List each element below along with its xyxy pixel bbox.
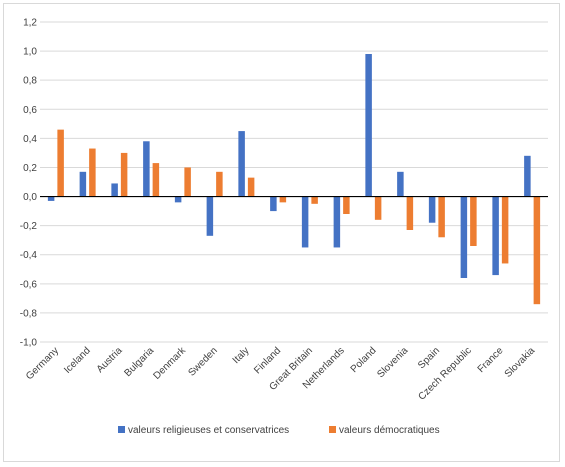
bar-religious-conservative	[460, 196, 468, 278]
y-tick-label: 0,6	[23, 105, 37, 116]
bar-religious-conservative	[492, 196, 499, 276]
bar-democratic	[279, 196, 287, 203]
bar-religious-conservative	[111, 183, 118, 197]
bar-religious-conservative	[428, 196, 436, 223]
y-tick-label: 0,8	[23, 76, 37, 87]
bar-democratic	[470, 196, 477, 246]
bar-democratic	[311, 196, 318, 204]
x-tick-label: Denmark	[152, 345, 189, 382]
x-tick-label: Sweden	[186, 345, 219, 378]
bar-religious-conservative	[79, 171, 87, 197]
y-tick-label: 1,0	[23, 47, 37, 58]
legend-swatch	[329, 426, 336, 433]
y-tick-label: -0,6	[20, 279, 38, 290]
bar-religious-conservative	[206, 196, 214, 236]
legend-label: valeurs religieuses et conservatrices	[128, 425, 289, 436]
bar-democratic	[343, 196, 350, 214]
y-tick-label: -1,0	[20, 338, 38, 349]
bar-democratic	[216, 171, 223, 197]
bar-religious-conservative	[397, 171, 404, 197]
y-axis-ticks: 1,2 1,0 0,8 0,6 0,4 0,2 0,0 -0,2 -0,4 -0,6 -0,8 -1,…	[20, 18, 38, 349]
bar-religious-conservative	[365, 54, 372, 197]
y-tick-label: 0,2	[23, 163, 37, 174]
bar-democratic	[533, 196, 541, 305]
x-tick-label: Germany	[24, 345, 61, 382]
bar-democratic	[184, 167, 191, 197]
x-tick-label: Iceland	[62, 345, 93, 376]
chart-frame	[3, 3, 560, 462]
y-tick-label: 0,0	[23, 192, 37, 203]
x-tick-label: Slovakia	[503, 345, 538, 380]
gridlines	[40, 21, 548, 343]
y-tick-label: -0,8	[20, 308, 38, 319]
bar-religious-conservative	[301, 196, 309, 248]
x-tick-label: France	[476, 345, 506, 375]
x-tick-label: Austria	[95, 345, 125, 375]
bar-democratic	[247, 177, 255, 197]
bar-religious-conservative	[174, 196, 182, 203]
bar-democratic	[374, 196, 382, 220]
x-tick-label: Spain	[416, 345, 442, 371]
y-tick-label: 1,2	[23, 18, 37, 29]
bar-religious-conservative	[47, 196, 55, 201]
bar-democratic	[438, 196, 445, 238]
bars	[47, 54, 541, 305]
x-axis-ticks: Germany Iceland AustriaBulgariaDenmarkSwed…	[24, 345, 537, 403]
x-tick-label: Poland	[349, 345, 379, 375]
y-tick-label: -0,4	[20, 250, 38, 261]
legend: valeurs religieuses et conservatrices val…	[118, 425, 440, 436]
y-tick-label: -0,2	[20, 221, 38, 232]
y-tick-label: 0,4	[23, 134, 37, 145]
bar-religious-conservative	[238, 131, 245, 197]
x-tick-label: Finland	[252, 345, 283, 376]
bar-religious-conservative	[270, 196, 277, 212]
bar-democratic	[406, 196, 414, 230]
bar-religious-conservative	[143, 141, 150, 197]
legend-swatch	[118, 426, 125, 433]
x-tick-label: Italy	[231, 345, 252, 366]
bar-democratic	[501, 196, 509, 264]
bar-democratic	[57, 129, 64, 197]
legend-label: valeurs démocratiques	[339, 425, 440, 436]
bar-democratic	[152, 163, 160, 197]
bar-religious-conservative	[333, 196, 341, 248]
x-tick-label: Slovenia	[375, 345, 410, 380]
bar-religious-conservative	[524, 155, 531, 197]
bar-democratic	[120, 152, 128, 197]
bar-democratic	[89, 148, 96, 197]
